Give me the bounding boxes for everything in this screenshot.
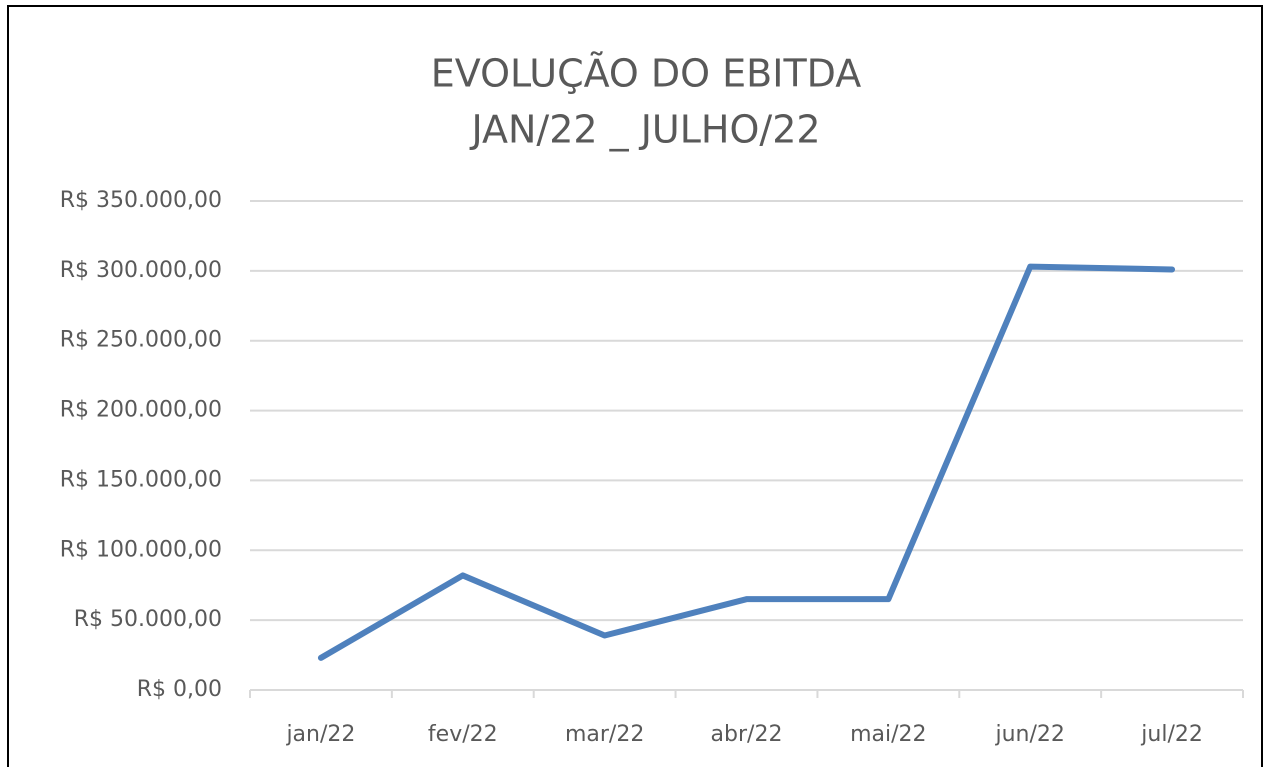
y-tick-label: R$ 350.000,00 (60, 188, 222, 213)
data-line (317, 263, 1176, 661)
y-tick-label: R$ 200.000,00 (60, 398, 222, 423)
x-tick-label: jan/22 (285, 722, 355, 747)
chart-title: JAN/22 _ JULHO/22 (469, 108, 820, 152)
x-tick-label: jul/22 (1140, 722, 1203, 747)
y-tick-label: R$ 300.000,00 (60, 258, 222, 283)
x-tick-label: fev/22 (428, 722, 498, 747)
y-tick-label: R$ 0,00 (137, 677, 222, 702)
x-tick-label: abr/22 (711, 722, 783, 747)
x-tick-label: mai/22 (850, 722, 926, 747)
chart-frame (7, 5, 1263, 771)
x-tick-label: mar/22 (565, 722, 644, 747)
y-tick-label: R$ 100.000,00 (60, 537, 222, 562)
y-tick-label: R$ 150.000,00 (60, 467, 222, 492)
y-tick-label: R$ 250.000,00 (60, 328, 222, 353)
chart-title: EVOLUÇÃO DO EBITDA (431, 52, 862, 96)
x-tick-label: jun/22 (995, 722, 1065, 747)
y-tick-label: R$ 50.000,00 (74, 607, 222, 632)
